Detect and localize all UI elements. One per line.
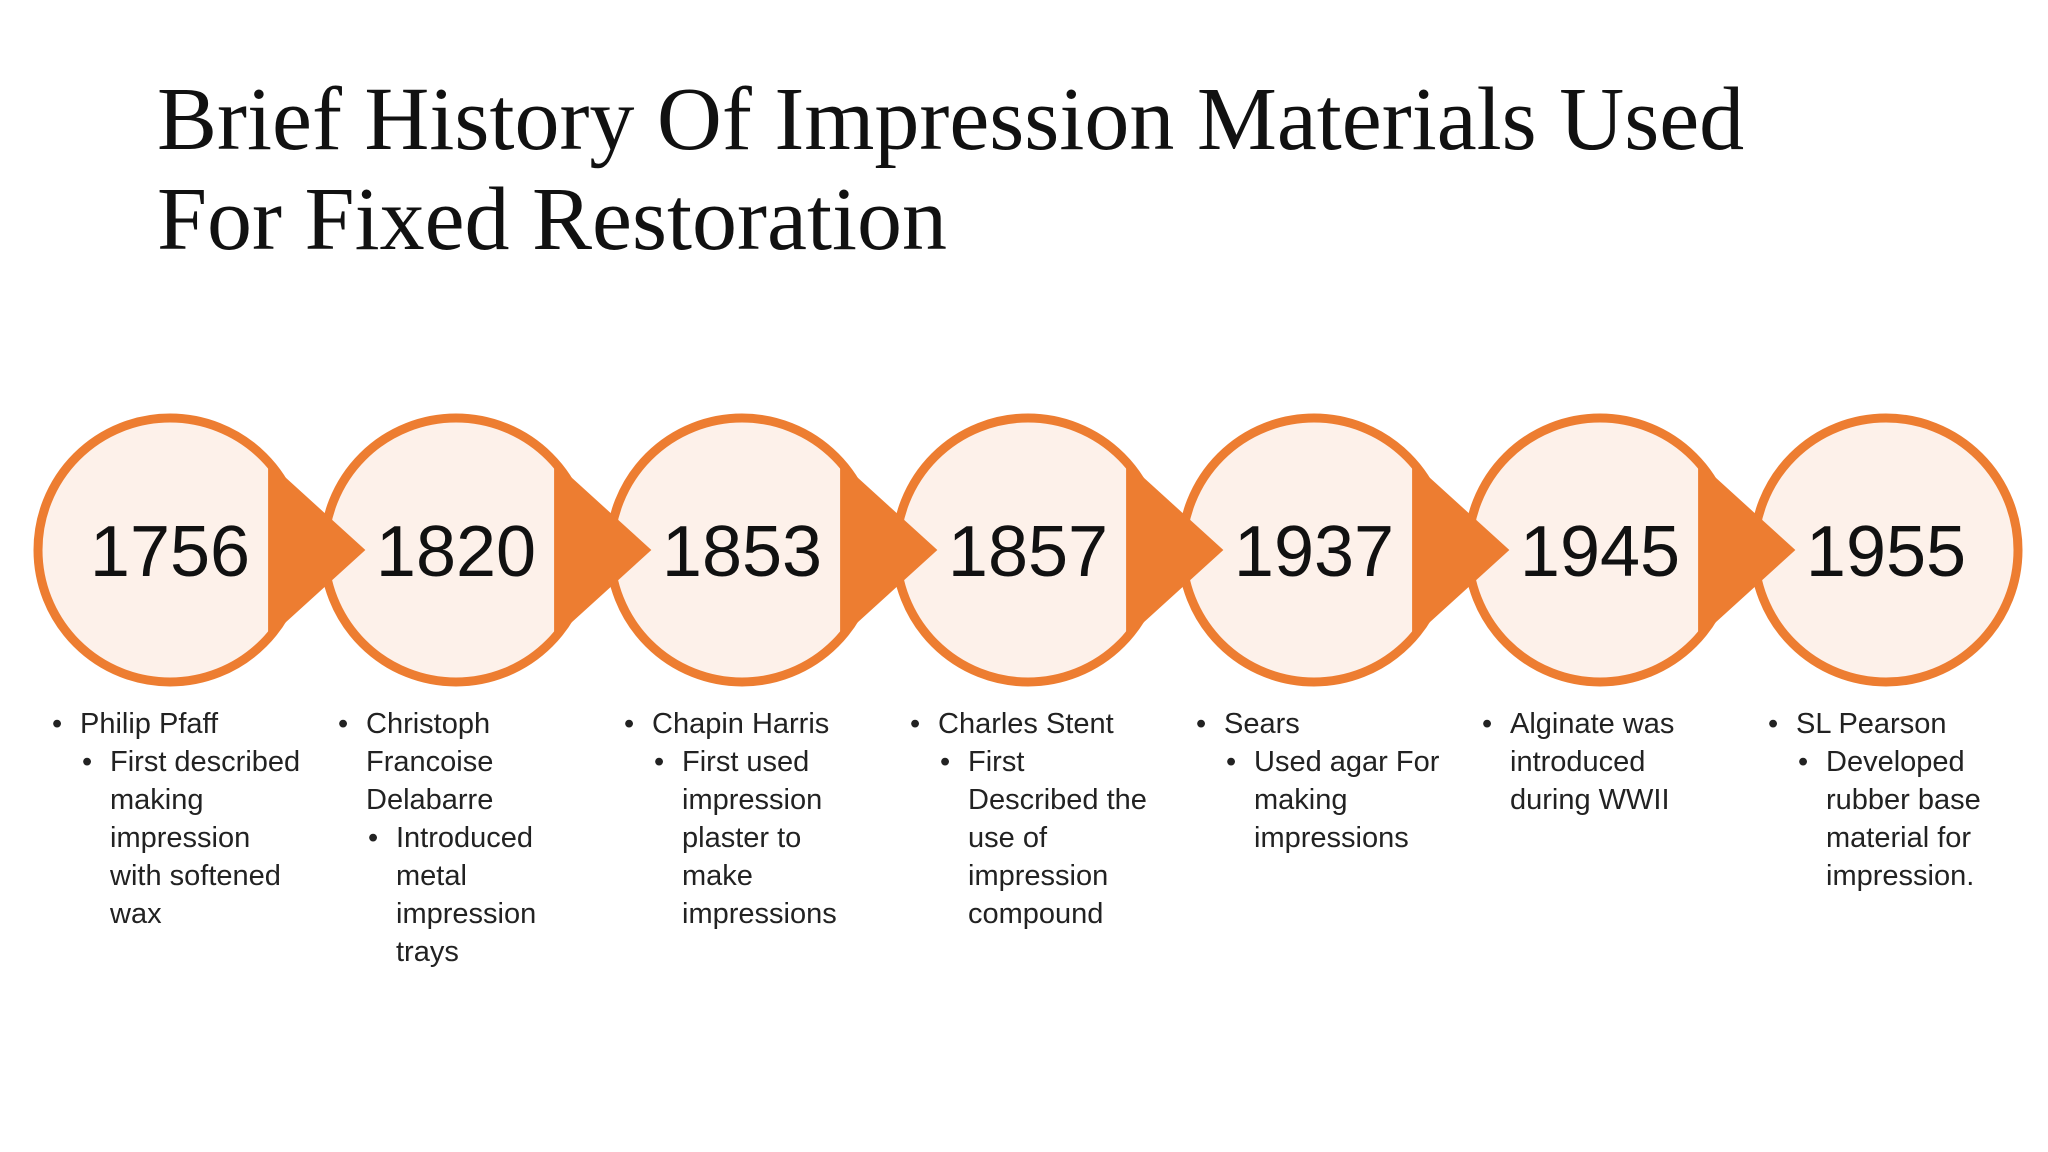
slide-title: Brief History Of Impression Materials Us… bbox=[157, 70, 1745, 269]
year-label: 1857 bbox=[948, 512, 1108, 592]
arrow bbox=[1412, 461, 1510, 639]
event-name: SL Pearson bbox=[1768, 705, 2018, 743]
event-column: Philip PfaffFirst described making impre… bbox=[52, 705, 302, 933]
year-label: 1955 bbox=[1806, 512, 1966, 592]
arrow bbox=[1698, 461, 1796, 639]
year-label: 1945 bbox=[1520, 512, 1680, 592]
year-label: 1756 bbox=[90, 512, 250, 592]
event-detail: Developed rubber base material for impre… bbox=[1798, 743, 2018, 895]
year-label: 1937 bbox=[1234, 512, 1394, 592]
year-label: 1853 bbox=[662, 512, 822, 592]
event-column: SearsUsed agar For making impressions bbox=[1196, 705, 1446, 857]
event-detail: First used impression plaster to make im… bbox=[654, 743, 874, 933]
event-name: Alginate was introduced during WWII bbox=[1482, 705, 1732, 819]
event-name: Philip Pfaff bbox=[52, 705, 302, 743]
event-column: Christoph Francoise DelabarreIntroduced … bbox=[338, 705, 588, 971]
event-column: SL PearsonDeveloped rubber base material… bbox=[1768, 705, 2018, 895]
event-name: Charles Stent bbox=[910, 705, 1160, 743]
arrow bbox=[268, 461, 366, 639]
event-detail: First Described the use of impression co… bbox=[940, 743, 1160, 933]
event-name: Chapin Harris bbox=[624, 705, 874, 743]
arrow bbox=[840, 461, 938, 639]
event-name: Christoph Francoise Delabarre bbox=[338, 705, 588, 819]
event-column: Chapin HarrisFirst used impression plast… bbox=[624, 705, 874, 933]
event-name: Sears bbox=[1196, 705, 1446, 743]
event-detail: Introduced metal impression trays bbox=[368, 819, 588, 971]
arrow bbox=[554, 461, 652, 639]
event-detail: First described making impression with s… bbox=[82, 743, 302, 933]
event-column: Charles StentFirst Described the use of … bbox=[910, 705, 1160, 933]
event-column: Alginate was introduced during WWII bbox=[1482, 705, 1732, 819]
event-detail: Used agar For making impressions bbox=[1226, 743, 1446, 857]
year-label: 1820 bbox=[376, 512, 536, 592]
arrow bbox=[1126, 461, 1224, 639]
